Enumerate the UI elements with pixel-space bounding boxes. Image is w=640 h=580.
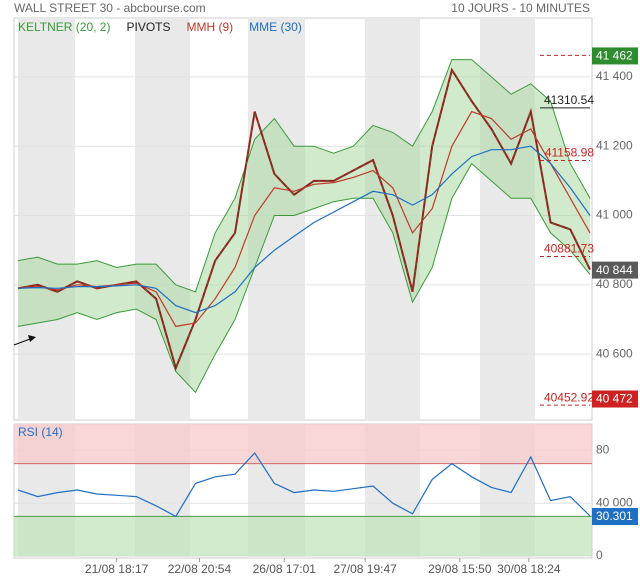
price-badge-label: 41 462 (596, 49, 633, 63)
y-tick-label: 40 600 (596, 346, 633, 360)
oversold-zone (14, 516, 592, 556)
price-badge (592, 47, 638, 65)
price-badge (592, 390, 638, 408)
rsi-badge-label: 30.301 (596, 509, 633, 523)
pivot-label: 40881.73 (544, 242, 594, 256)
y-tick-label: 0 (596, 548, 603, 562)
pivot-label: 41158.98 (545, 146, 594, 160)
chart-subtitle: 10 JOURS - 10 MINUTES (451, 1, 590, 15)
rsi-badge (592, 508, 638, 526)
keltner-fill (18, 59, 590, 393)
x-tick-label: 29/08 15:50 (428, 562, 492, 576)
legend-entry: PIVOTS (126, 20, 170, 34)
arrow (13, 338, 31, 346)
x-tick-label: 22/08 20:54 (168, 562, 232, 576)
chart-title: WALL STREET 30 - abcbourse.com (14, 1, 206, 15)
legend-entry: KELTNER (20, 2) (18, 20, 110, 34)
arrow-head (28, 335, 36, 342)
y-tick-label: 41 200 (596, 138, 633, 152)
legend-entry: MMH (9) (187, 20, 234, 34)
price-badge-label: 40 844 (596, 263, 633, 277)
x-tick-label: 21/08 18:17 (85, 562, 149, 576)
keltner-upper (17, 59, 591, 293)
moving-average (17, 110, 591, 328)
overbought-zone (14, 424, 592, 464)
y-tick-label: 41 000 (596, 208, 633, 222)
x-tick-label: 26/08 17:01 (253, 562, 317, 576)
legend-entry: MME (30) (249, 20, 302, 34)
x-tick-label: 30/08 18:24 (497, 562, 561, 576)
x-tick-label: 27/08 19:47 (333, 562, 397, 576)
moving-average (17, 145, 591, 314)
y-tick-label: 40 800 (596, 277, 633, 291)
y-tick-label: 80 (596, 443, 610, 457)
y-tick-label: 41 400 (596, 69, 633, 83)
rsi-line (17, 452, 591, 518)
pivot-label: 41310.54 (544, 93, 594, 107)
pivot-label: 40452.92 (544, 390, 594, 404)
keltner-lower (17, 162, 591, 394)
price-badge-label: 40 472 (596, 392, 633, 406)
rsi-title: RSI (14) (18, 425, 63, 439)
y-tick-label: 40 000 (596, 495, 633, 509)
shade (18, 18, 75, 420)
price-badge (592, 261, 638, 279)
